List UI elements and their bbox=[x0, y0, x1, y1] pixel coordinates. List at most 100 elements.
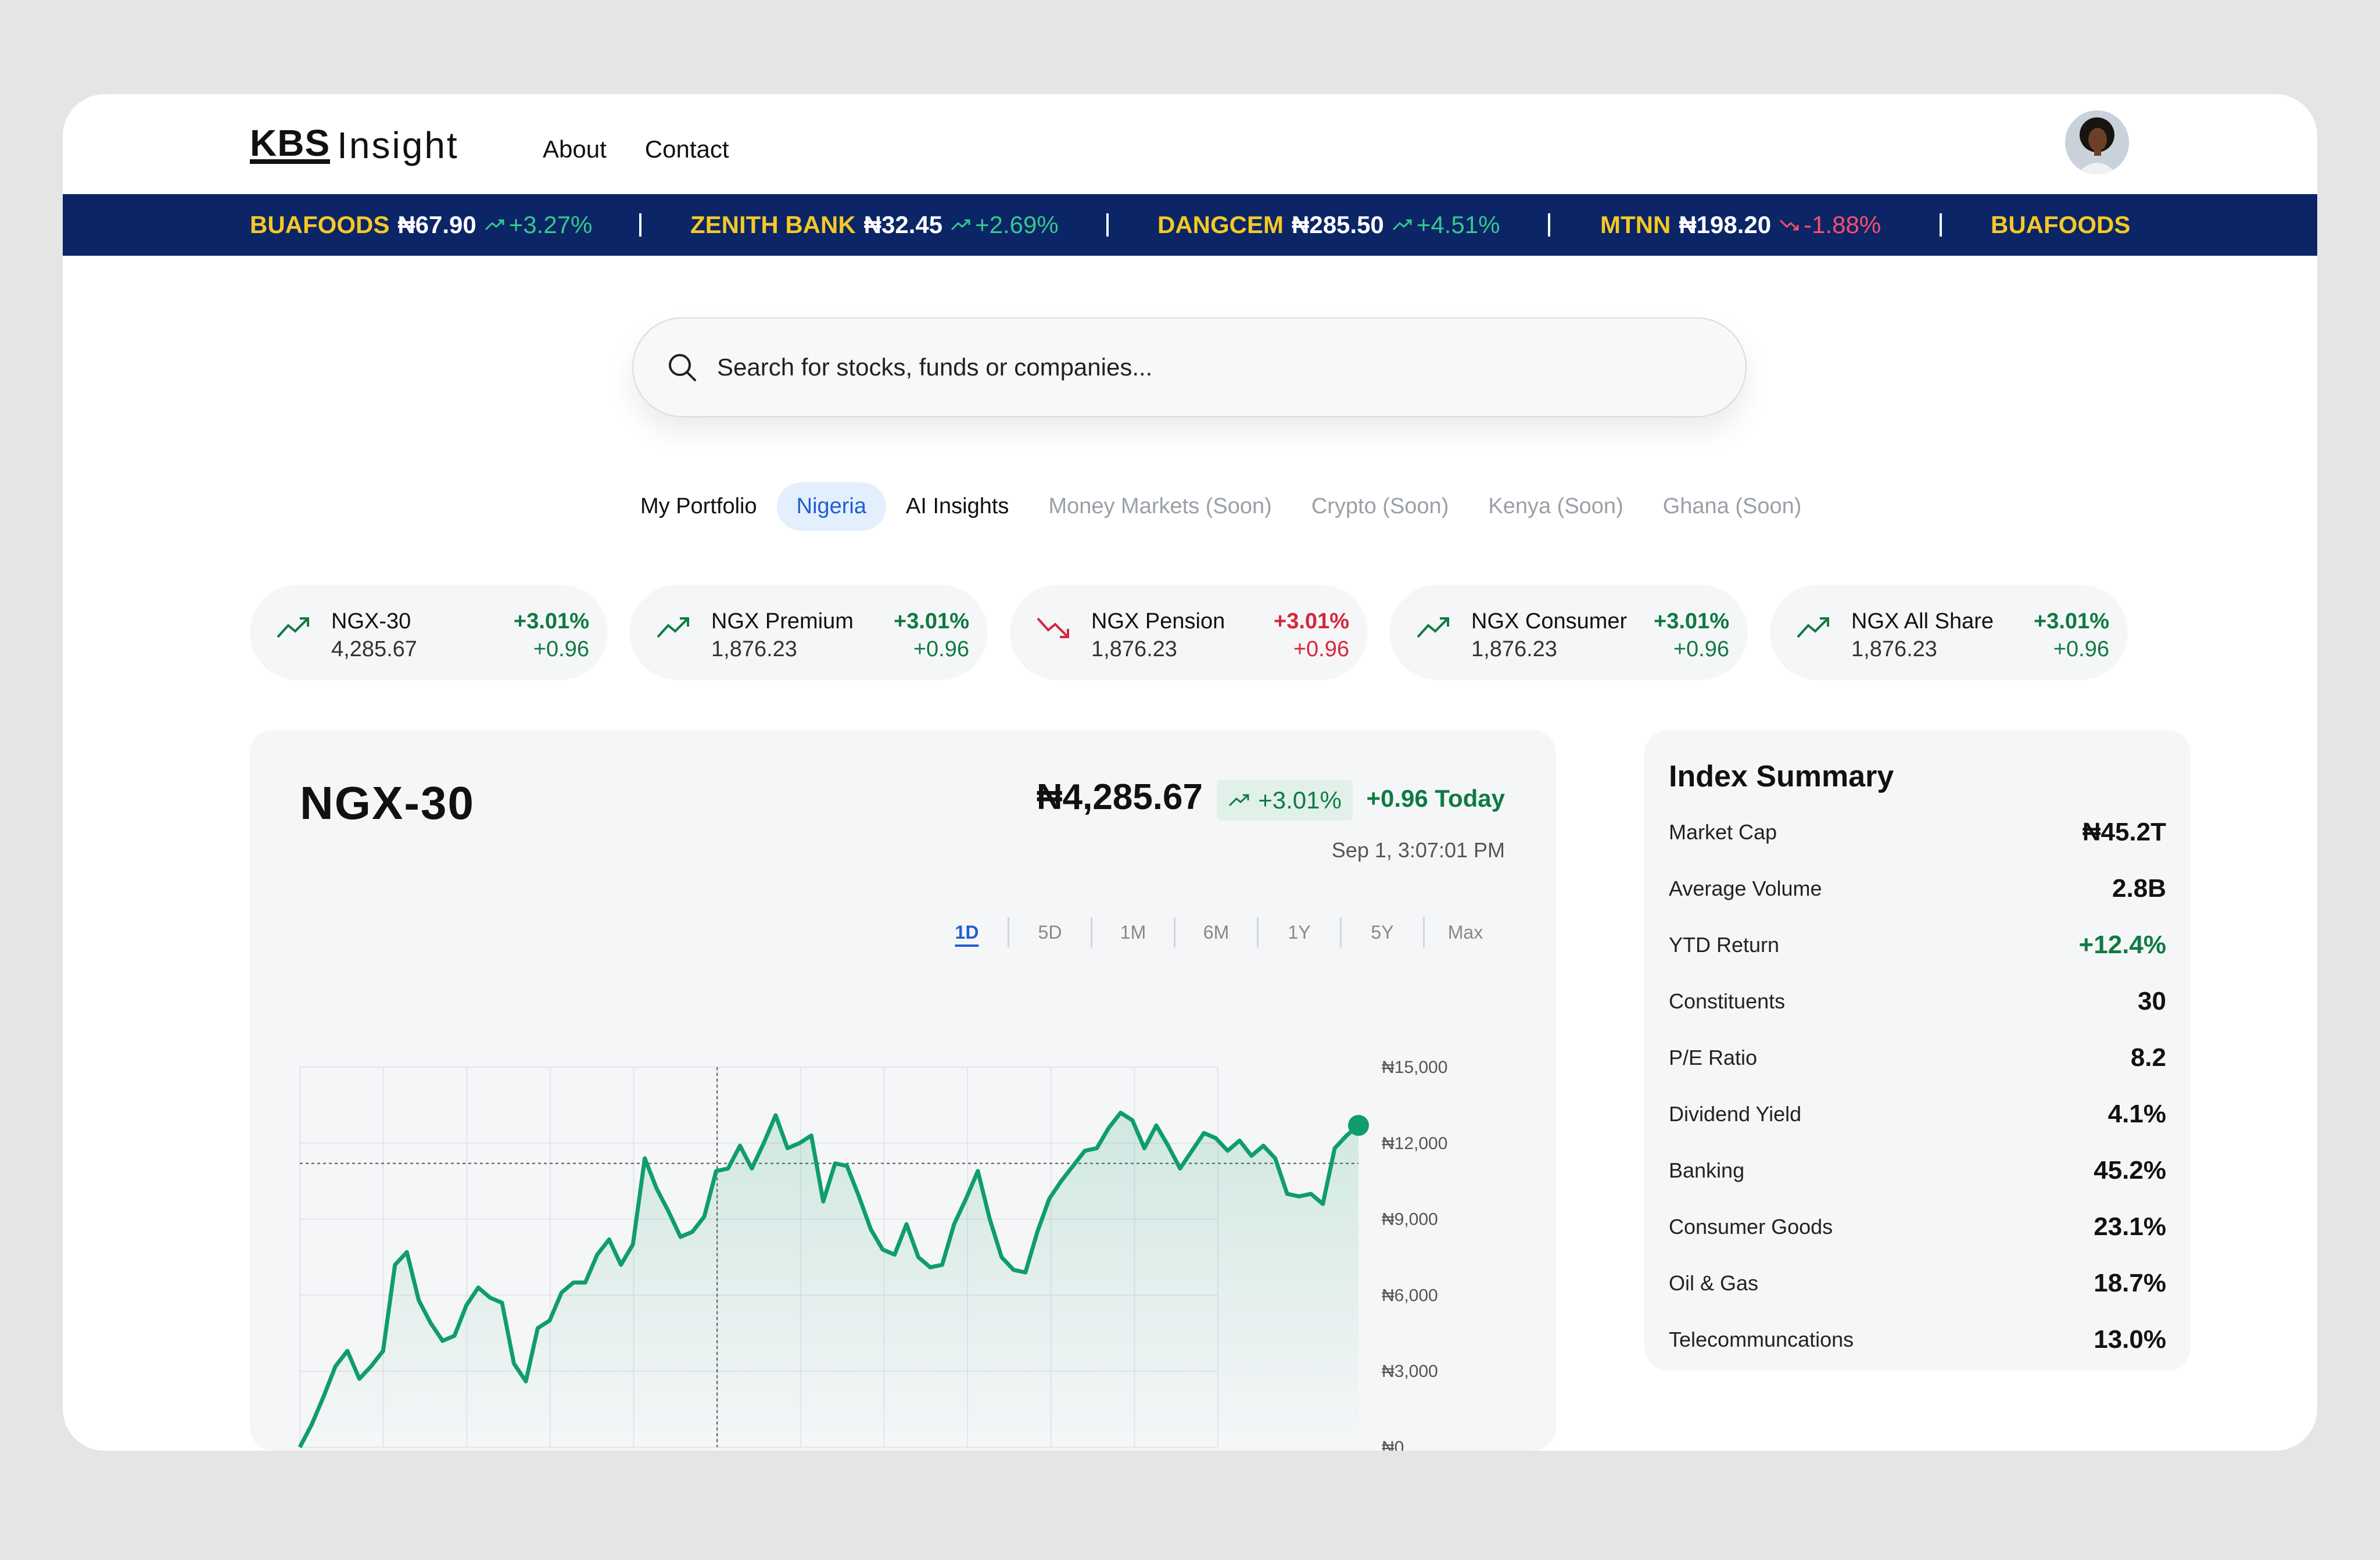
change-badge-value: +3.01% bbox=[1258, 786, 1342, 814]
ticker-divider bbox=[639, 213, 641, 237]
logo[interactable]: KBS Insight bbox=[250, 122, 459, 169]
range-5y[interactable]: 5Y bbox=[1371, 921, 1394, 943]
index-name: NGX-30 bbox=[331, 609, 411, 634]
ticker-item[interactable]: BUAFOODS ₦67.90 +3.27% bbox=[250, 211, 592, 239]
ticker-symbol: BUAFOODS bbox=[250, 211, 390, 238]
tab-my-portfolio[interactable]: My Portfolio bbox=[640, 493, 757, 518]
tab-crypto[interactable]: Crypto (Soon) bbox=[1311, 493, 1449, 518]
user-avatar[interactable] bbox=[2065, 110, 2129, 174]
index-card-ngx-premium[interactable]: NGX Premium 1,876.23 +3.01% +0.96 bbox=[630, 585, 988, 680]
ticker-divider bbox=[1940, 213, 1942, 237]
trend-up-icon bbox=[1797, 617, 1829, 638]
ticker-price: ₦198.20 bbox=[1679, 211, 1772, 238]
index-name: NGX Consumer bbox=[1471, 609, 1628, 634]
summary-label: Telecommuncations bbox=[1669, 1328, 1854, 1351]
search-icon bbox=[669, 354, 696, 381]
tab-ghana[interactable]: Ghana (Soon) bbox=[1662, 493, 1802, 518]
y-tick-label: ₦12,000 bbox=[1382, 1134, 1447, 1153]
range-divider bbox=[1423, 917, 1425, 947]
index-card-ngx-pension[interactable]: NGX Pension 1,876.23 +3.01% +0.96 bbox=[1010, 585, 1368, 680]
nav-about-link[interactable]: About bbox=[543, 135, 607, 163]
range-6m[interactable]: 6M bbox=[1203, 921, 1230, 943]
summary-value: 4.1% bbox=[2107, 1100, 2166, 1128]
summary-label: P/E Ratio bbox=[1669, 1046, 1758, 1069]
range-divider bbox=[1091, 917, 1092, 947]
nav-contact-link[interactable]: Contact bbox=[644, 135, 729, 163]
tab-ai-insights[interactable]: AI Insights bbox=[906, 493, 1009, 518]
range-selector: 1D 5D 1M 6M 1Y 5Y Max bbox=[926, 917, 1506, 947]
range-5d[interactable]: 5D bbox=[1038, 921, 1062, 943]
end-point-marker bbox=[1348, 1115, 1369, 1136]
summary-value: 45.2% bbox=[2094, 1156, 2166, 1185]
index-value: 1,876.23 bbox=[1471, 637, 1557, 661]
stock-ticker: BUAFOODS ₦67.90 +3.27% ZENITH BANK ₦32.4… bbox=[63, 194, 2317, 256]
index-delta: +0.96 bbox=[913, 637, 969, 661]
ticker-item[interactable]: DANGCEM ₦285.50 +4.51% bbox=[1157, 211, 1500, 239]
ticker-change-value: +3.27% bbox=[508, 211, 593, 238]
summary-row: P/E Ratio 8.2 bbox=[1669, 1040, 2166, 1075]
ticker-divider bbox=[1548, 213, 1550, 237]
tab-kenya[interactable]: Kenya (Soon) bbox=[1488, 493, 1623, 518]
app-window: KBS Insight About Contact BUAFOODS ₦67.9… bbox=[63, 94, 2317, 1451]
index-card-ngx-consumer[interactable]: NGX Consumer 1,876.23 +3.01% +0.96 bbox=[1390, 585, 1748, 680]
index-value: 4,285.67 bbox=[331, 637, 417, 661]
y-tick-label: ₦3,000 bbox=[1382, 1362, 1438, 1381]
tab-money-markets[interactable]: Money Markets (Soon) bbox=[1048, 493, 1272, 518]
index-percent-change: +3.01% bbox=[894, 609, 969, 634]
chart-panel: ₦15,000₦12,000₦9,000₦6,000₦3,000₦0 10 am… bbox=[250, 730, 1556, 1451]
range-1d[interactable]: 1D bbox=[955, 921, 979, 943]
logo-text: Insight bbox=[337, 124, 459, 166]
trend-up-icon bbox=[1417, 617, 1449, 638]
summary-row: Oil & Gas 18.7% bbox=[1669, 1266, 2166, 1301]
search-input[interactable] bbox=[716, 353, 1706, 382]
summary-row: YTD Return +12.4% bbox=[1669, 928, 2166, 963]
index-delta: +0.96 bbox=[533, 637, 589, 661]
index-percent-change: +3.01% bbox=[2034, 609, 2109, 634]
summary-row: Average Volume 2.8B bbox=[1669, 871, 2166, 906]
y-tick-label: ₦15,000 bbox=[1382, 1058, 1447, 1077]
ticker-item[interactable]: MTNN ₦198.20 -1.88% bbox=[1600, 211, 1881, 239]
search-bar[interactable] bbox=[632, 317, 1747, 417]
summary-title: Index Summary bbox=[1669, 760, 1894, 793]
chart-title: NGX-30 bbox=[300, 777, 475, 829]
range-divider bbox=[1008, 917, 1009, 947]
index-name: NGX All Share bbox=[1851, 609, 1994, 634]
range-max[interactable]: Max bbox=[1447, 921, 1483, 943]
index-card-ngx-30[interactable]: NGX-30 4,285.67 +3.01% +0.96 bbox=[250, 585, 608, 680]
summary-row: Constituents 30 bbox=[1669, 984, 2166, 1019]
trend-up-icon bbox=[951, 219, 970, 231]
series-area bbox=[300, 1112, 1359, 1447]
index-name: NGX Premium bbox=[711, 609, 854, 634]
summary-label: Average Volume bbox=[1669, 876, 1822, 900]
range-1m[interactable]: 1M bbox=[1120, 921, 1146, 943]
summary-row: Consumer Goods 23.1% bbox=[1669, 1210, 2166, 1244]
index-percent-change: +3.01% bbox=[1654, 609, 1729, 634]
y-tick-label: ₦0 bbox=[1382, 1438, 1404, 1451]
ticker-item[interactable]: BUAFOODS bbox=[1991, 211, 2130, 239]
summary-label: Banking bbox=[1669, 1158, 1745, 1182]
index-delta: +0.96 bbox=[1673, 637, 1729, 661]
summary-value: 18.7% bbox=[2094, 1269, 2166, 1297]
ticker-price: ₦67.90 bbox=[397, 211, 476, 238]
y-tick-label: ₦6,000 bbox=[1382, 1286, 1438, 1305]
ticker-item[interactable]: ZENITH BANK ₦32.45 +2.69% bbox=[690, 211, 1059, 239]
summary-label: Oil & Gas bbox=[1669, 1271, 1759, 1295]
ticker-change-value: -1.88% bbox=[1804, 211, 1881, 238]
ticker-change: +4.51% bbox=[1392, 211, 1500, 239]
index-value: 1,876.23 bbox=[711, 637, 797, 661]
summary-value: 8.2 bbox=[2130, 1043, 2166, 1072]
summary-row: Dividend Yield 4.1% bbox=[1669, 1097, 2166, 1132]
range-1y[interactable]: 1Y bbox=[1288, 921, 1311, 943]
index-percent-change: +3.01% bbox=[514, 609, 589, 634]
current-price: ₦4,285.67 bbox=[1036, 777, 1203, 817]
series-line bbox=[298, 1111, 1360, 1448]
summary-value: 23.1% bbox=[2094, 1212, 2166, 1241]
tab-nigeria[interactable]: Nigeria bbox=[776, 482, 887, 531]
index-card-ngx-all-share[interactable]: NGX All Share 1,876.23 +3.01% +0.96 bbox=[1770, 585, 2128, 680]
price-chart[interactable]: ₦15,000₦12,000₦9,000₦6,000₦3,000₦0 10 am… bbox=[250, 730, 1556, 1451]
ticker-divider bbox=[1106, 213, 1109, 237]
trend-up-icon bbox=[657, 617, 689, 638]
top-nav: About Contact bbox=[543, 129, 729, 170]
ticker-symbol: ZENITH BANK bbox=[690, 211, 856, 238]
summary-value: 2.8B bbox=[2112, 874, 2166, 903]
